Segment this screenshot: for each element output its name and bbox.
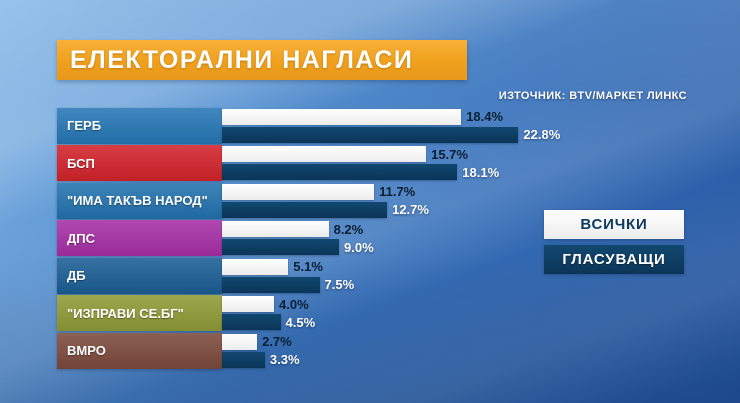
- chart-row: ДПС 8.2% 9.0%: [57, 220, 697, 258]
- bar-all: [222, 258, 289, 275]
- bar-group: 4.0% 4.5%: [222, 296, 316, 331]
- party-label: "ИЗПРАВИ СЕ.БГ": [57, 295, 222, 332]
- legend-voters-swatch: ГЛАСУВАЩИ: [544, 245, 684, 274]
- value-label: 8.2%: [333, 221, 364, 237]
- bar-line-all: 4.0%: [222, 296, 315, 313]
- party-label: ВМРО: [57, 332, 222, 369]
- bar-voters: [222, 351, 265, 368]
- value-label: 4.0%: [279, 296, 309, 312]
- bar-all: [222, 333, 258, 350]
- bar-voters: [222, 314, 281, 331]
- bar-line-voters: 9.0%: [222, 239, 374, 256]
- party-label: ДБ: [57, 257, 222, 294]
- value-label: 5.1%: [293, 259, 323, 275]
- bar-line-all: 18.4%: [222, 108, 560, 125]
- bar-all: [222, 221, 329, 238]
- source-caption: ИЗТОЧНИК: BTV/МАРКЕТ ЛИНКС: [498, 90, 687, 102]
- bar-all: [222, 108, 462, 125]
- party-label: "ИМА ТАКЪВ НАРОД": [57, 182, 222, 219]
- value-label: 22.8%: [523, 127, 561, 143]
- value-label: 3.3%: [269, 352, 300, 368]
- chart-row: ГЕРБ 18.4% 22.8%: [57, 107, 697, 145]
- bar-line-voters: 18.1%: [222, 164, 500, 181]
- bar-line-all: 11.7%: [222, 183, 429, 200]
- party-label: БСП: [57, 145, 222, 182]
- party-label: ДПС: [57, 220, 222, 257]
- bar-group: 11.7% 12.7%: [222, 183, 429, 218]
- bar-all: [222, 296, 274, 313]
- bar-line-all: 5.1%: [222, 258, 354, 275]
- chart-row: БСП 15.7% 18.1%: [57, 145, 697, 183]
- value-label: 4.5%: [285, 314, 316, 330]
- bar-group: 5.1% 7.5%: [222, 258, 355, 293]
- chart-legend: ВСИЧКИ ГЛАСУВАЩИ: [544, 210, 684, 274]
- party-label: ГЕРБ: [57, 107, 222, 144]
- value-label: 18.4%: [466, 109, 504, 125]
- value-label: 15.7%: [431, 146, 468, 162]
- value-label: 11.7%: [379, 184, 416, 200]
- bar-voters: [222, 276, 320, 293]
- bar-group: 8.2% 9.0%: [222, 221, 374, 256]
- page-title: ЕЛЕКТОРАЛНИ НАГЛАСИ: [57, 40, 467, 80]
- value-label: 2.7%: [262, 334, 292, 350]
- value-label: 9.0%: [344, 239, 374, 255]
- bar-line-voters: 4.5%: [222, 314, 316, 331]
- bar-voters: [222, 239, 339, 256]
- bar-line-voters: 12.7%: [222, 201, 429, 218]
- bar-all: [222, 183, 375, 200]
- bar-all: [222, 146, 427, 163]
- legend-all-swatch: ВСИЧКИ: [544, 210, 684, 239]
- bar-line-voters: 3.3%: [222, 351, 300, 368]
- bar-line-voters: 7.5%: [222, 276, 355, 293]
- bar-line-all: 15.7%: [222, 146, 499, 163]
- value-label: 12.7%: [392, 202, 429, 218]
- bar-group: 18.4% 22.8%: [222, 108, 561, 143]
- bar-line-all: 8.2%: [222, 221, 374, 238]
- bar-group: 2.7% 3.3%: [222, 333, 300, 368]
- bar-line-all: 2.7%: [222, 333, 300, 350]
- chart-row: "ИЗПРАВИ СЕ.БГ" 4.0% 4.5%: [57, 295, 697, 333]
- bar-group: 15.7% 18.1%: [222, 146, 500, 181]
- bar-voters: [222, 201, 388, 218]
- bar-line-voters: 22.8%: [222, 126, 561, 143]
- chart-row: ДБ 5.1% 7.5%: [57, 257, 697, 295]
- chart-row: ВМРО 2.7% 3.3%: [57, 332, 697, 370]
- value-label: 7.5%: [324, 277, 355, 293]
- bar-voters: [222, 126, 519, 143]
- bar-voters: [222, 164, 458, 181]
- value-label: 18.1%: [462, 164, 500, 180]
- bar-chart: ГЕРБ 18.4% 22.8% БСП 15.7% 18.1% "ИМА ТАКЪВ НА…: [57, 107, 697, 370]
- chart-row: "ИМА ТАКЪВ НАРОД" 11.7% 12.7%: [57, 182, 697, 220]
